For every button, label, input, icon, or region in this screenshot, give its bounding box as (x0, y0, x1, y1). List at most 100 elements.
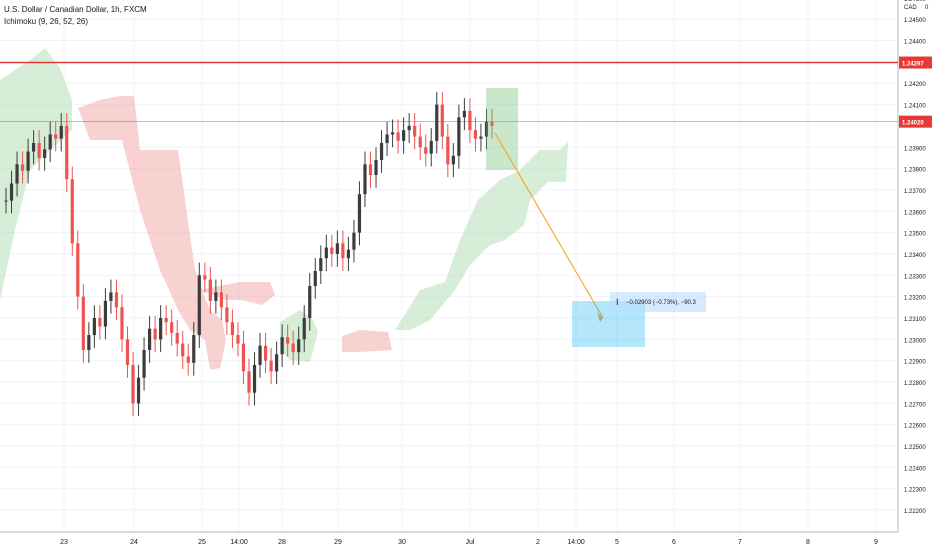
candle-body (341, 243, 345, 259)
y-tick-label: 1.24600 (904, 0, 926, 3)
x-tick-label: 23 (60, 539, 68, 546)
y-tick-label: 1.23300 (904, 274, 926, 280)
candle-body (286, 337, 290, 344)
candle-body (15, 164, 19, 184)
text-cursor-icon: I (616, 297, 619, 307)
y-tick-label: 1.22800 (904, 381, 926, 387)
x-tick-label: 28 (278, 539, 286, 546)
candle-body (330, 247, 334, 254)
candle-body (159, 317, 163, 340)
measure-annotation: −0.02903 (−0.73%), −90.3 (626, 300, 697, 306)
y-tick-label: 1.24400 (904, 40, 926, 46)
x-tick-label: 6 (672, 539, 676, 546)
candle-body (379, 142, 384, 161)
ichimoku-cloud-bullish (395, 142, 568, 330)
candle-body (87, 335, 91, 350)
candle-body (308, 285, 312, 318)
ichimoku-cloud-bearish (78, 96, 226, 370)
symbol-title[interactable]: U.S. Dollar / Canadian Dollar, 1h, FXCM (4, 5, 147, 14)
candle-body (225, 307, 229, 323)
projection-arrow[interactable] (494, 132, 604, 319)
candle-body (402, 130, 406, 141)
y-tick-label: 1.23100 (904, 317, 926, 323)
y-tick-label: 1.23200 (904, 296, 926, 302)
candle-body (319, 258, 323, 272)
x-tick-label: 25 (198, 539, 206, 546)
y-tick-label: 1.22200 (904, 509, 926, 515)
candle-body (484, 121, 489, 137)
candle-body (368, 164, 373, 175)
y-tick-label: 1.23500 (904, 232, 926, 238)
y-tick-label: 1.22600 (904, 424, 926, 430)
candle-body (352, 232, 356, 250)
candle-body (374, 160, 378, 175)
candle-body (269, 360, 273, 372)
candle-body (252, 364, 257, 393)
candle-body (413, 125, 417, 137)
candle-body (208, 279, 212, 301)
y-tick-label: 1.22400 (904, 466, 926, 472)
candle-body (43, 149, 47, 158)
y-tick-label: 1.24100 (904, 104, 926, 110)
candle-body (181, 343, 185, 357)
x-tick-label: 30 (398, 539, 406, 546)
candle-body (203, 275, 207, 280)
candle-body (197, 275, 201, 336)
candle-body (92, 317, 96, 336)
candle-body (26, 151, 30, 171)
y-tick-label: 1.22700 (904, 402, 926, 408)
y-tick-label: 1.23000 (904, 338, 926, 344)
y-tick-label: 1.23900 (904, 146, 926, 152)
candle-body (236, 335, 240, 344)
candle-body (175, 332, 179, 344)
y-tick-label: 1.23600 (904, 210, 926, 216)
legend: U.S. Dollar / Canadian Dollar, 1h, FXCM … (4, 4, 147, 28)
y-tick-label: 1.22900 (904, 360, 926, 366)
x-tick-label: 14:00 (567, 539, 585, 546)
x-tick-label: 5 (615, 539, 619, 546)
candle-body (407, 125, 411, 131)
candle-body (81, 296, 85, 350)
candle-body (468, 110, 472, 131)
candle-body (186, 356, 190, 363)
indicator-label[interactable]: Ichimoku (9, 26, 52, 26) (4, 17, 89, 26)
candle-body (230, 322, 235, 336)
target-box (486, 88, 518, 170)
candle-body (20, 164, 25, 171)
arrow-head-icon (597, 312, 603, 322)
y-tick-label: 1.24500 (904, 18, 926, 24)
price-level-label: 1.24297 (902, 62, 924, 68)
currency-label: CAD (904, 5, 917, 11)
candle-body (258, 345, 262, 365)
candle-body (103, 300, 108, 327)
x-tick-label: 2 (536, 539, 540, 546)
candle-body (125, 339, 130, 365)
candle-body (302, 317, 306, 340)
candle-body (9, 183, 14, 201)
candle-body (192, 335, 196, 363)
x-tick-label: 14:00 (230, 539, 248, 546)
candle-body (473, 130, 478, 139)
x-tick-label: 9 (874, 539, 878, 546)
y-tick-label: 1.24200 (904, 82, 926, 88)
measure-label-bg (610, 292, 706, 312)
candle-body (313, 271, 317, 286)
candle-body (65, 125, 69, 180)
candle-body (247, 371, 251, 393)
candle-body (440, 104, 444, 137)
candle-body (153, 328, 157, 340)
candle-body (142, 350, 146, 378)
candle-body (346, 249, 351, 259)
x-tick-label: 24 (130, 539, 138, 546)
candle-body (490, 121, 494, 126)
x-tick-label: 8 (806, 539, 810, 546)
price-level-tag (899, 115, 932, 128)
candle-body (48, 134, 52, 150)
candle-body (214, 292, 218, 301)
candle-body (390, 132, 395, 135)
candle-body (297, 339, 301, 353)
candle-body (4, 200, 8, 202)
candle-body (280, 337, 284, 355)
